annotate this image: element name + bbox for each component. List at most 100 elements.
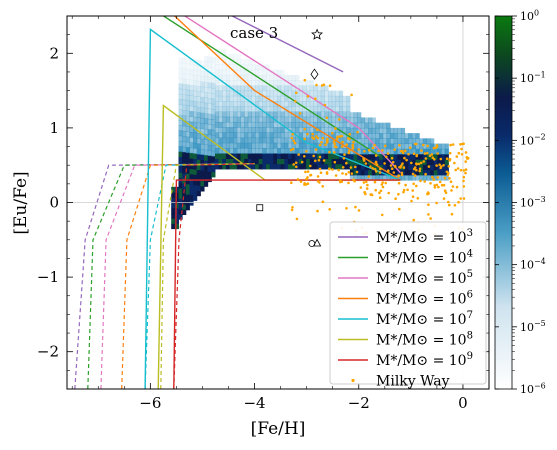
heatmap-cell: [262, 80, 267, 86]
heatmap-cell: [371, 127, 376, 134]
heatmap-cell: [291, 95, 296, 102]
heatmap-cell: [244, 127, 249, 133]
heatmap-cell: [196, 153, 201, 160]
heatmap-cell: [182, 177, 187, 184]
milky-way-point: [412, 182, 416, 186]
heatmap-cell: [185, 178, 190, 185]
heatmap-cell: [196, 122, 201, 129]
heatmap-cell: [207, 56, 212, 63]
heatmap-cell: [349, 127, 355, 134]
heatmap-cell: [193, 195, 198, 201]
heatmap-cell: [397, 174, 402, 181]
heatmap-cell: [276, 74, 282, 81]
heatmap-cell: [204, 165, 209, 172]
heatmap-cell: [244, 121, 249, 128]
heatmap-cell: [284, 101, 289, 107]
heatmap-cell: [189, 79, 194, 86]
heatmap-cell: [211, 156, 216, 162]
heatmap-cell: [390, 138, 395, 145]
heatmap-cell: [306, 163, 311, 170]
heatmap-cell: [193, 111, 198, 118]
heatmap-cell: [255, 69, 260, 76]
heatmap-cell: [298, 85, 303, 92]
heatmap-cell: [171, 197, 176, 203]
milky-way-point: [365, 180, 368, 184]
heatmap-cell: [211, 103, 216, 110]
heatmap-cell: [222, 95, 227, 102]
heatmap-cell: [178, 156, 183, 163]
heatmap-cell: [317, 90, 322, 97]
heatmap-cell: [244, 153, 249, 159]
heatmap-cell: [433, 164, 438, 171]
heatmap-cell: [189, 158, 194, 164]
milky-way-point: [292, 163, 296, 166]
heatmap-cell: [196, 133, 201, 139]
heatmap-cell: [342, 101, 347, 107]
milky-way-point: [454, 168, 458, 172]
milky-way-point: [427, 213, 430, 216]
heatmap-cell: [214, 158, 220, 165]
heatmap-cell: [426, 154, 431, 160]
heatmap-cell: [196, 80, 201, 87]
heatmap-cell: [364, 138, 369, 145]
heatmap-cell: [331, 153, 336, 159]
heatmap-cell: [196, 190, 201, 197]
heatmap-cell: [291, 80, 296, 86]
heatmap-cell: [229, 127, 234, 133]
heatmap-cell: [222, 69, 227, 76]
milky-way-point: [448, 151, 452, 155]
milky-way-point: [411, 189, 415, 192]
heatmap-cell: [218, 106, 223, 112]
heatmap-cell: [182, 198, 187, 205]
heatmap-cell: [404, 159, 409, 165]
heatmap-cell: [302, 95, 307, 102]
heatmap-cell: [280, 101, 285, 107]
heatmap-cell: [386, 127, 391, 134]
milky-way-point: [331, 168, 334, 171]
heatmap-cell: [204, 102, 209, 109]
milky-way-point: [318, 143, 322, 147]
heatmap-cell: [207, 103, 212, 110]
heatmap-cell: [328, 111, 333, 118]
milky-way-point: [314, 148, 318, 151]
heatmap-cell: [273, 127, 278, 133]
heatmap-cell: [266, 106, 271, 112]
heatmap-cell: [346, 95, 351, 102]
heatmap-cell: [233, 163, 238, 170]
milky-way-point: [293, 141, 297, 145]
heatmap-cell: [200, 60, 205, 67]
heatmap-cell: [258, 90, 263, 97]
heatmap-cell: [200, 70, 205, 77]
heatmap-cell: [258, 132, 263, 139]
heatmap-cell: [233, 101, 238, 107]
milky-way-point: [390, 156, 394, 160]
milky-way-point: [315, 128, 319, 132]
heatmap-cell: [357, 143, 362, 150]
heatmap-cell: [430, 148, 435, 155]
heatmap-cell: [178, 203, 183, 210]
heatmap-cell: [276, 69, 282, 76]
heatmap-cell: [306, 85, 311, 92]
heatmap-cell: [375, 169, 380, 176]
heatmap-cell: [225, 158, 231, 165]
heatmap-cell: [317, 116, 322, 123]
milky-way-point: [427, 203, 430, 206]
milky-way-point: [348, 132, 352, 136]
heatmap-cell: [379, 159, 384, 165]
heatmap-cell: [255, 106, 260, 112]
heatmap-cell: [214, 163, 220, 170]
milky-way-point: [401, 162, 404, 165]
heatmap-cell: [251, 106, 256, 112]
heatmap-cell: [390, 127, 395, 134]
heatmap-cell: [262, 85, 267, 92]
heatmap-cell: [222, 137, 227, 144]
milky-way-point: [426, 191, 430, 194]
heatmap-cell: [368, 174, 373, 181]
heatmap-cell: [214, 64, 220, 71]
heatmap-cell: [276, 80, 282, 86]
milky-way-point: [418, 167, 422, 171]
milky-way-point: [429, 182, 432, 185]
heatmap-cell: [233, 64, 238, 71]
milky-way-point: [369, 165, 372, 168]
heatmap-cell: [247, 148, 252, 154]
